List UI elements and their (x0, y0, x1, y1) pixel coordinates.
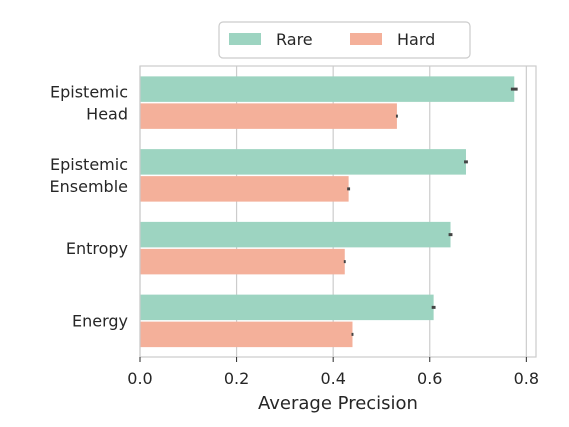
bar-hard-2 (140, 248, 345, 275)
bar-rare-3 (140, 294, 434, 321)
x-tick-label: 0.8 (514, 369, 539, 388)
category-label: Energy (72, 312, 128, 331)
legend-label-hard: Hard (397, 30, 435, 49)
x-tick-label: 0.4 (320, 369, 345, 388)
x-ticks: 0.0 0.2 0.4 0.6 0.8 (127, 357, 539, 388)
bar-rare-0 (140, 76, 515, 102)
legend-swatch-hard (350, 33, 382, 45)
x-tick-label: 0.6 (417, 369, 442, 388)
bar-hard-0 (140, 103, 397, 129)
bars (140, 76, 518, 348)
bar-hard-1 (140, 176, 349, 202)
bar-hard-3 (140, 321, 353, 348)
plot-frame (139, 65, 537, 358)
x-tick-label: 0.0 (127, 369, 152, 388)
category-label: Epistemic Ensemble (50, 155, 128, 196)
bar-rare-2 (140, 221, 451, 248)
x-tick-label: 0.2 (224, 369, 249, 388)
legend-swatch-rare (229, 33, 261, 45)
x-axis-label: Average Precision (258, 393, 418, 414)
legend: Rare Hard (218, 21, 471, 59)
category-label: Entropy (66, 239, 128, 258)
category-label: Epistemic Head (50, 82, 128, 123)
legend-label-rare: Rare (276, 30, 313, 49)
category-labels: Epistemic Head Epistemic Ensemble Entropy Ene… (50, 82, 128, 330)
legend-box (218, 21, 471, 59)
bar-rare-1 (140, 149, 466, 175)
